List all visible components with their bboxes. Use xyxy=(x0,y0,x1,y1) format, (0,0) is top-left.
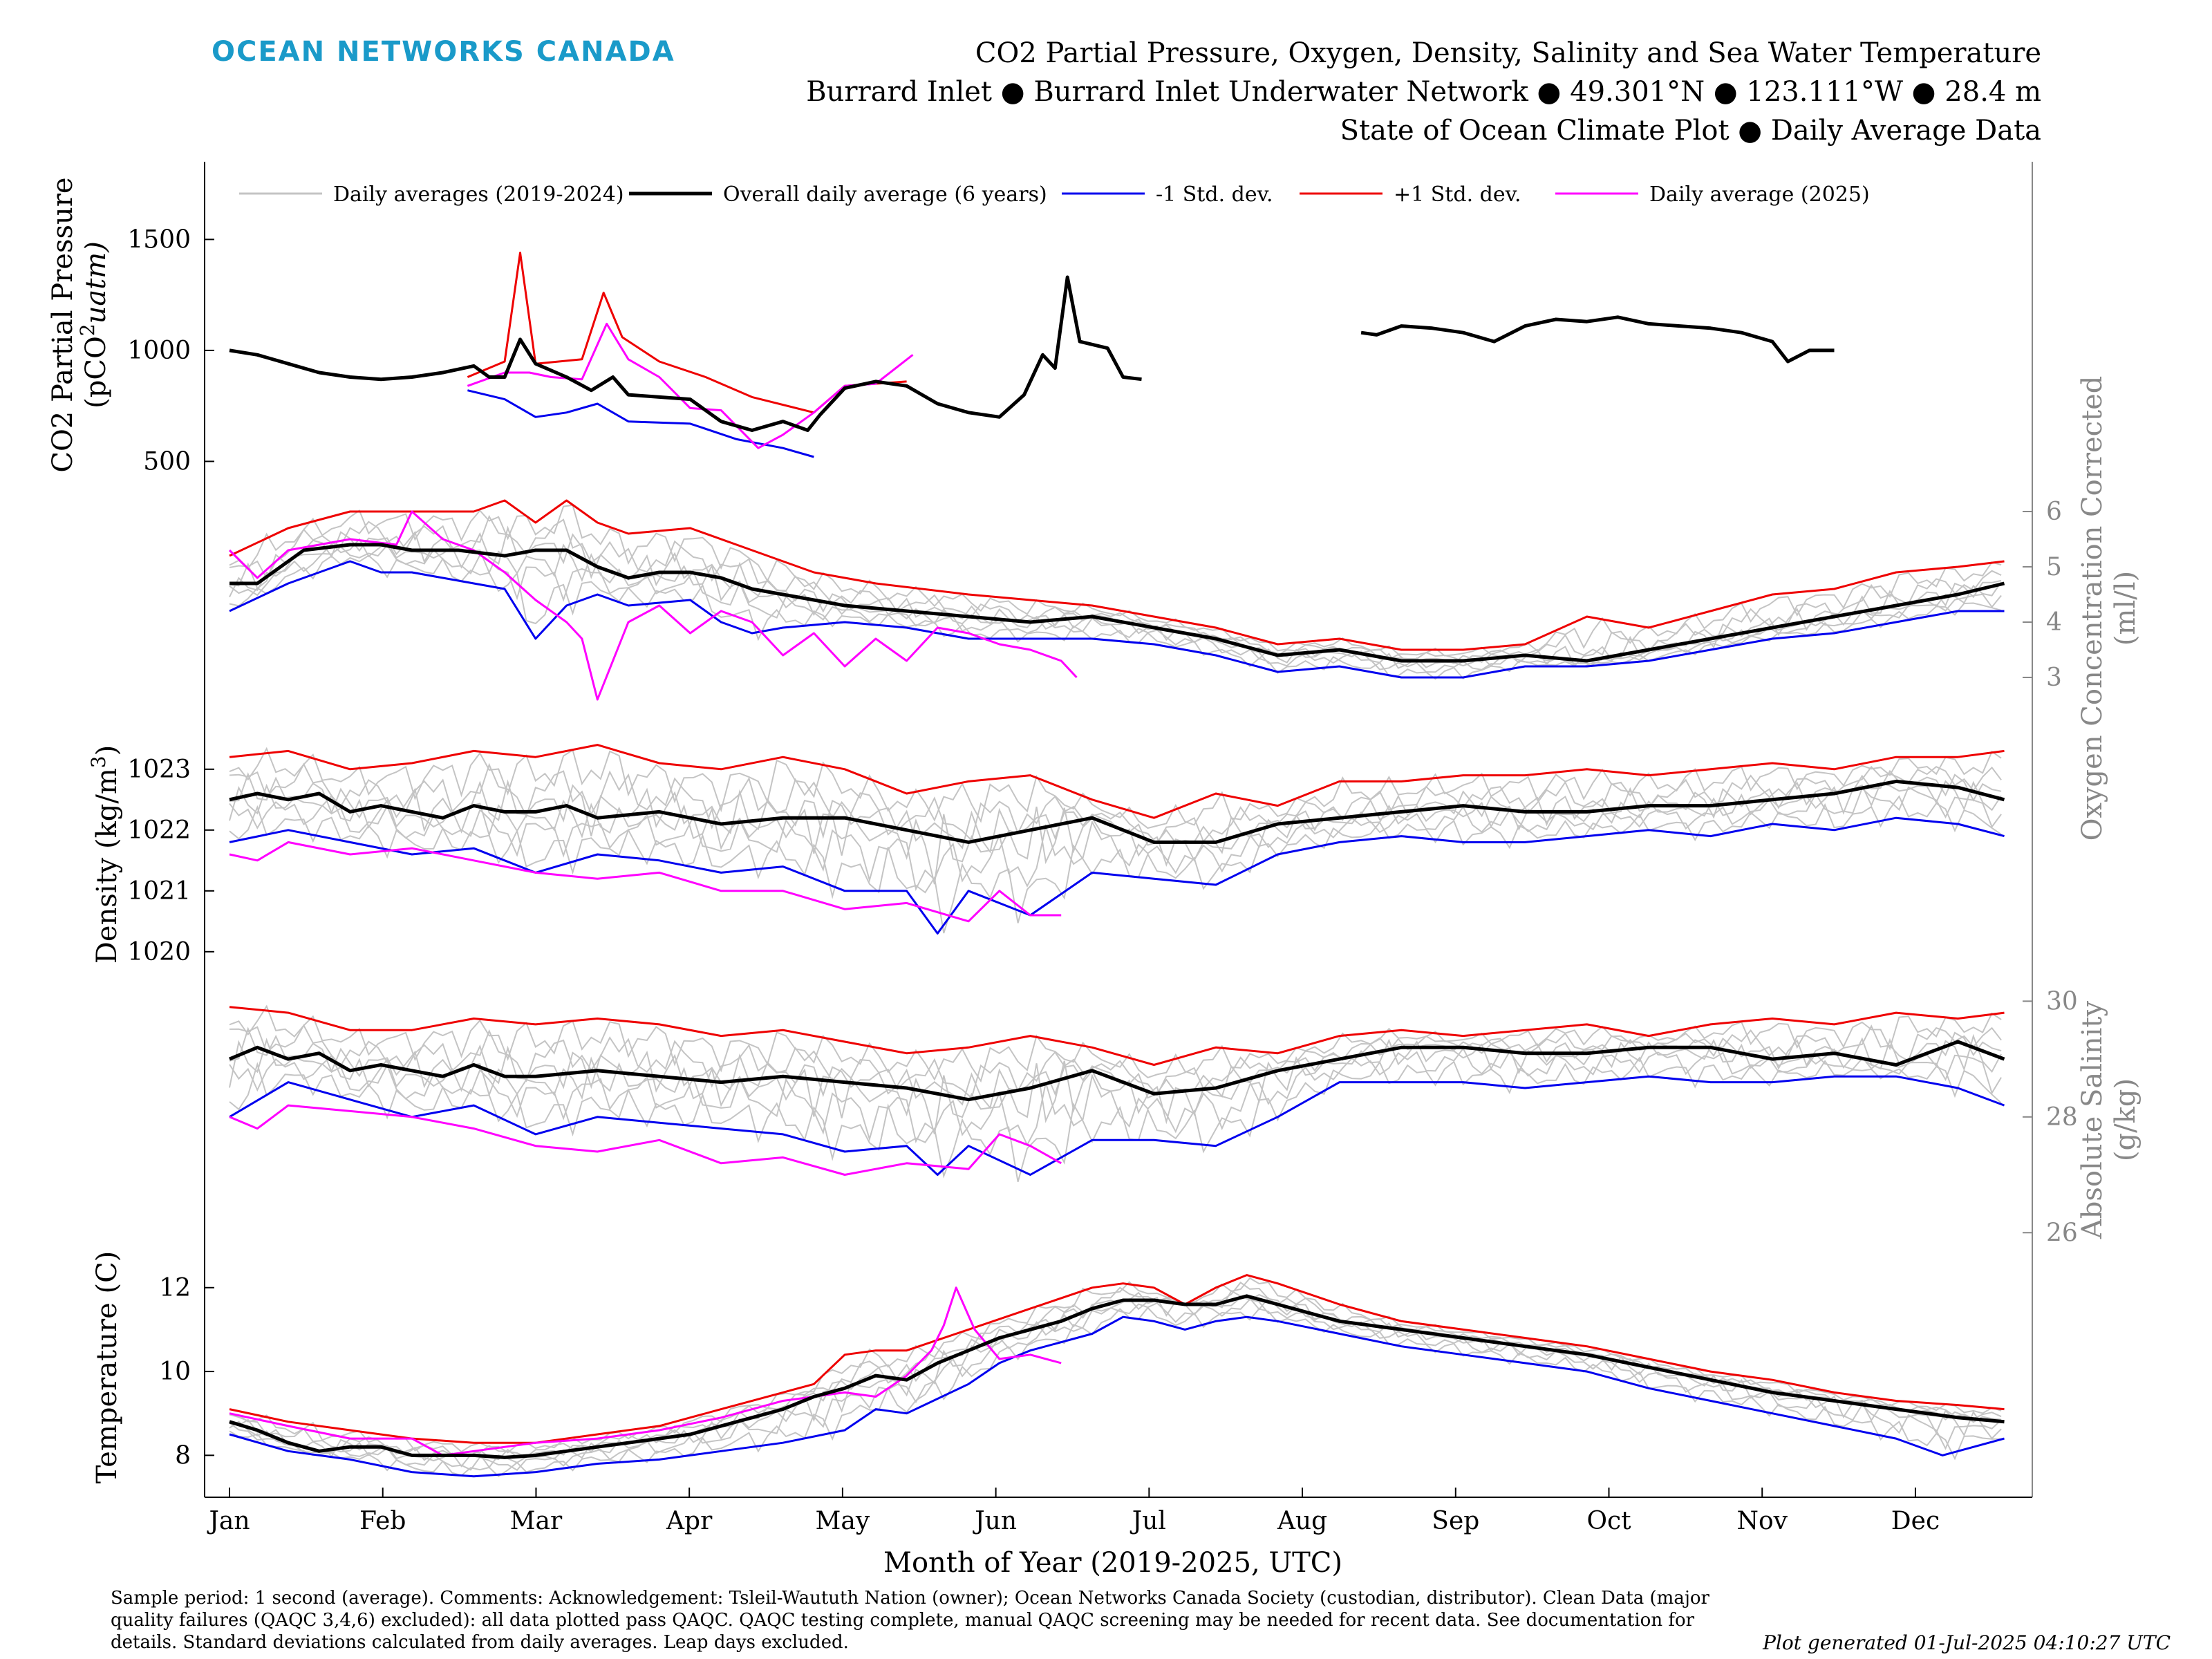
density-y-tick-label-1023: 1023 xyxy=(127,756,191,784)
salinity-current-year-line xyxy=(229,1104,1062,1176)
temperature-historical-line-1 xyxy=(229,1282,2002,1458)
plot-generated-timestamp: Plot generated 01-Jul-2025 04:10:27 UTC xyxy=(1763,1631,2171,1654)
oxygen-plus-sd-line xyxy=(229,499,2005,651)
x-tick-label-aug: Aug xyxy=(1277,1507,1327,1535)
temperature-minus-sd-line xyxy=(229,1315,2005,1478)
oxygen-y-axis-title: Oxygen Concentration Corrected xyxy=(2077,376,2108,841)
x-tick-label-dec: Dec xyxy=(1891,1507,1940,1535)
salinity-minus-sd-line xyxy=(229,1075,2005,1176)
salinity-y-axis-title: Absolute Salinity xyxy=(2077,1001,2108,1240)
oxygen-historical-line-4 xyxy=(229,554,2002,680)
salinity-historical-line-1 xyxy=(229,1024,2002,1100)
temperature-historical-line-3 xyxy=(229,1277,2002,1454)
density-overall-average-line xyxy=(229,779,2005,844)
x-axis-label: Month of Year (2019-2025, UTC) xyxy=(883,1547,1342,1579)
oxygen-y-axis-units: (ml/l) xyxy=(2110,571,2141,646)
salinity-y-tick-label-26: 26 xyxy=(2046,1219,2078,1247)
oxygen-y-tick-label-5: 5 xyxy=(2046,553,2062,581)
salinity-historical-line-6 xyxy=(229,1033,2002,1134)
chart-title: CO2 Partial Pressure, Oxygen, Density, S… xyxy=(975,37,2041,69)
co2-y-tick-label-1500: 1500 xyxy=(127,225,191,254)
temperature-current-year-line xyxy=(229,1286,1062,1456)
oxygen-historical-line-6 xyxy=(229,538,2002,669)
salinity-y-axis-label: Absolute Salinity (g/kg) xyxy=(2077,1001,2141,1240)
x-tick-label-jul: Jul xyxy=(1130,1507,1166,1535)
salinity-historical-line-4 xyxy=(229,1056,2002,1182)
co2-overall-average-line-b xyxy=(1360,315,1835,364)
x-tick-label-jun: Jun xyxy=(972,1507,1017,1535)
legend-label-5: Daily average (2025) xyxy=(1649,182,1870,207)
chart-subtitle-location: Burrard Inlet ● Burrard Inlet Underwater… xyxy=(806,76,2041,108)
oxygen-y-tick-label-4: 4 xyxy=(2046,608,2062,637)
co2-minus-sd-line xyxy=(467,389,814,458)
legend-label-4: +1 Std. dev. xyxy=(1394,182,1521,207)
x-tick-label-oct: Oct xyxy=(1586,1507,1631,1535)
temperature-y-axis-title: Temperature (C) xyxy=(91,1251,123,1484)
x-tick-label-feb: Feb xyxy=(359,1507,406,1535)
oxygen-minus-sd-line xyxy=(229,560,2005,679)
series-layer xyxy=(228,252,2005,1478)
oxygen-overall-average-line xyxy=(229,543,2005,663)
co2-y-axis-title: CO2 Partial Pressure xyxy=(47,177,79,472)
temperature-overall-average-line xyxy=(229,1294,2005,1459)
brand-logo-text: OCEAN NETWORKS CANADA xyxy=(212,36,675,68)
temperature-y-tick-label-12: 12 xyxy=(159,1274,191,1302)
temperature-plus-sd-line xyxy=(229,1274,2005,1444)
density-historical-line-4 xyxy=(229,795,2002,934)
temperature-y-tick-label-10: 10 xyxy=(159,1358,191,1386)
salinity-overall-average-line xyxy=(229,1040,2005,1102)
salinity-y-axis-units: (g/kg) xyxy=(2110,1078,2141,1161)
x-tick-label-may: May xyxy=(816,1507,870,1535)
oxygen-current-year-line xyxy=(228,510,1078,701)
co2-y-tick-label-500: 500 xyxy=(143,447,191,476)
density-y-axis-label: Density (kg/m3) xyxy=(87,745,124,964)
salinity-y-tick-label-30: 30 xyxy=(2046,987,2078,1015)
x-tick-label-nov: Nov xyxy=(1736,1507,1788,1535)
salinity-y-tick-label-28: 28 xyxy=(2046,1103,2078,1132)
salinity-historical-line-5 xyxy=(229,1027,2002,1109)
density-y-tick-label-1021: 1021 xyxy=(127,877,191,906)
salinity-plus-sd-line xyxy=(229,1006,2005,1066)
legend-label-1: Daily averages (2019-2024) xyxy=(333,182,624,207)
density-historical-line-6 xyxy=(229,780,2002,885)
density-y-tick-label-1022: 1022 xyxy=(127,816,191,845)
x-tick-label-jan: Jan xyxy=(206,1507,250,1535)
footer-comments: Sample period: 1 second (average). Comme… xyxy=(111,1588,1709,1653)
density-y-axis-title: Density (kg/m3) xyxy=(87,745,124,964)
density-y-tick-label-1020: 1020 xyxy=(127,938,191,966)
legend: Daily averages (2019-2024) Overall daily … xyxy=(239,182,1870,207)
co2-y-axis-units: (pCO2uatm) xyxy=(76,241,113,409)
oxygen-y-axis-label: Oxygen Concentration Corrected (ml/l) xyxy=(2077,376,2141,841)
temperature-historical-line-4 xyxy=(229,1306,2002,1477)
density-current-year-line xyxy=(229,841,1062,923)
chart-subtitle-type: State of Ocean Climate Plot ● Daily Aver… xyxy=(1340,115,2041,147)
legend-label-2: Overall daily average (6 years) xyxy=(723,182,1047,207)
temperature-historical-line-6 xyxy=(229,1297,2002,1469)
x-tick-label-sep: Sep xyxy=(1432,1507,1479,1535)
density-historical-line-5 xyxy=(229,769,2002,854)
x-tick-label-apr: Apr xyxy=(666,1507,713,1535)
temperature-y-axis-label: Temperature (C) xyxy=(91,1251,123,1484)
oxygen-y-tick-label-6: 6 xyxy=(2046,498,2062,526)
co2-overall-average-line xyxy=(229,275,1142,432)
co2-y-axis-label: CO2 Partial Pressure (pCO2uatm) xyxy=(47,177,112,472)
density-plus-sd-line xyxy=(229,744,2005,819)
co2-y-tick-label-1000: 1000 xyxy=(127,337,191,365)
legend-label-3: -1 Std. dev. xyxy=(1156,182,1273,207)
salinity-historical-line-2 xyxy=(229,1047,2002,1147)
temperature-y-tick-label-8: 8 xyxy=(175,1441,191,1470)
oxygen-y-tick-label-3: 3 xyxy=(2046,664,2062,692)
axes-layer: Jan Feb Mar Apr May Jun Jul Aug Sep Oct Nov Dec 500 1… xyxy=(47,177,2141,1535)
x-tick-label-mar: Mar xyxy=(510,1507,563,1535)
co2-current-year-line xyxy=(467,322,914,449)
